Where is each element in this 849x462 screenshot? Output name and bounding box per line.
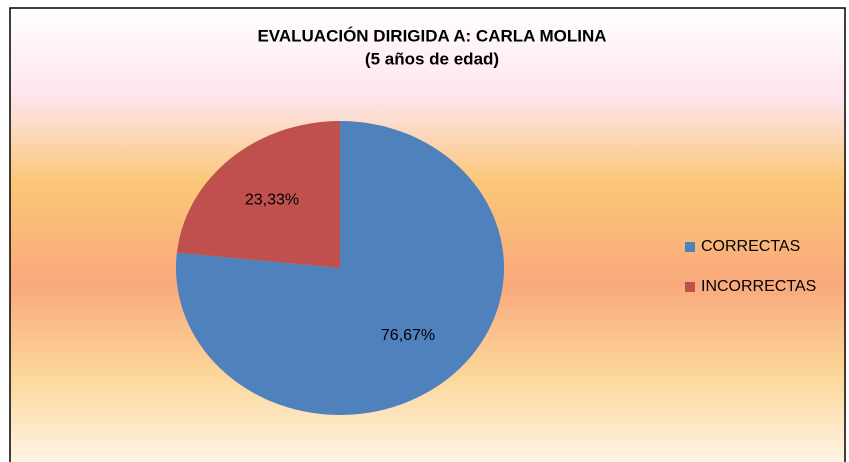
chart-subtitle: (5 años de edad) bbox=[365, 49, 499, 68]
legend-swatch bbox=[685, 282, 695, 292]
data-label: 23,33% bbox=[245, 191, 299, 208]
legend-label: CORRECTAS bbox=[701, 238, 800, 255]
pie-slice bbox=[176, 121, 340, 268]
chart-title: EVALUACIÓN DIRIGIDA A: CARLA MOLINA bbox=[257, 26, 606, 45]
legend-label: INCORRECTAS bbox=[701, 278, 816, 295]
data-label: 76,67% bbox=[381, 327, 435, 344]
legend-swatch bbox=[685, 242, 695, 252]
